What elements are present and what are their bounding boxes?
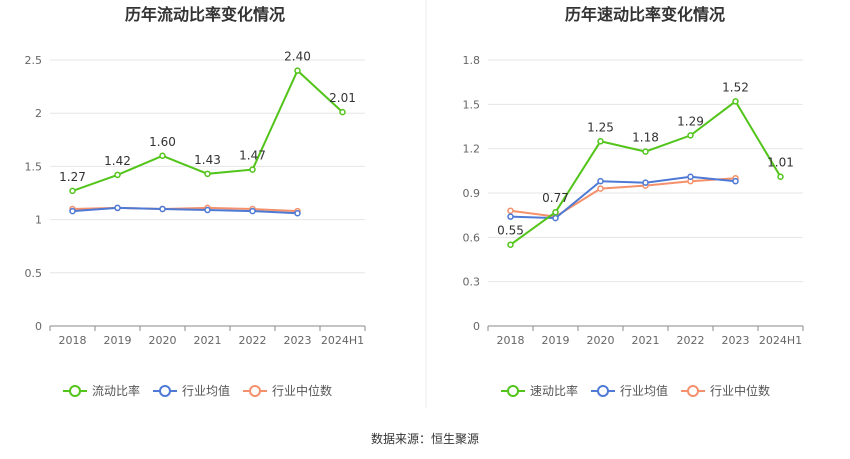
data-label: 0.77 xyxy=(542,191,569,205)
x-tick-label: 2024H1 xyxy=(321,334,364,347)
series-line-2 xyxy=(72,206,298,215)
legend-label: 速动比率 xyxy=(530,383,578,398)
data-label: 1.01 xyxy=(767,156,794,170)
data-label: 2.40 xyxy=(284,50,311,64)
data-label: 1.25 xyxy=(587,120,614,134)
y-tick-label: 0 xyxy=(35,320,42,333)
y-tick-label: 0.9 xyxy=(463,187,481,200)
x-tick-label: 2019 xyxy=(104,334,132,347)
legend-marker xyxy=(249,385,261,397)
legend-marker xyxy=(597,385,609,397)
x-tick-label: 2023 xyxy=(722,334,750,347)
data-label: 1.18 xyxy=(632,131,659,145)
series-point-1 xyxy=(732,98,739,105)
chart-1: 历年流动比率变化情况 0 0.5 1 1.5 2 2.5 2018 2019 2020 2021 20… xyxy=(25,5,366,398)
series-point-1 xyxy=(552,208,559,216)
series-point-1 xyxy=(159,152,166,160)
series-point-1 xyxy=(114,171,121,179)
y-tick-label: 1.5 xyxy=(463,98,481,111)
x-tick-label: 2021 xyxy=(632,334,660,347)
x-tick-label: 2020 xyxy=(587,334,615,347)
series-point-2 xyxy=(249,207,256,215)
x-tick-label: 2023 xyxy=(284,334,312,347)
data-label: 1.43 xyxy=(194,153,221,167)
legend-marker xyxy=(507,385,519,397)
series-point-1 xyxy=(687,132,694,139)
series-point-3 xyxy=(507,207,514,214)
x-tick-label: 2024H1 xyxy=(759,334,802,347)
chart-2: 历年速动比率变化情况 0 0.3 0.6 0.9 1.2 1.5 1.8 2018 2019 202… xyxy=(463,5,804,398)
legend-item-2: 行业均值 xyxy=(153,383,230,398)
series-point-2 xyxy=(114,204,121,212)
series-point-1 xyxy=(249,166,256,173)
legend-item-3: 行业中位数 xyxy=(681,383,770,398)
data-label: 0.55 xyxy=(497,224,524,238)
series-point-2 xyxy=(294,209,301,217)
series-point-1 xyxy=(642,148,649,155)
y-tick-label: 1.5 xyxy=(25,160,43,173)
series-point-1 xyxy=(204,170,211,178)
legend-label: 行业中位数 xyxy=(710,383,770,398)
x-tick-label: 2022 xyxy=(239,334,267,347)
series-point-1 xyxy=(294,67,301,74)
y-tick-label: 2.5 xyxy=(25,54,43,67)
series-point-2 xyxy=(732,177,739,185)
series-point-1 xyxy=(777,173,784,180)
x-tick-label: 2018 xyxy=(59,334,87,347)
legend-item-1: 速动比率 xyxy=(501,383,578,398)
data-source-note: 数据来源：恒生聚源 xyxy=(370,432,479,446)
data-label: 1.42 xyxy=(104,154,131,168)
series-point-2 xyxy=(69,207,76,215)
legend-label: 行业均值 xyxy=(182,383,230,398)
legend-item-1: 流动比率 xyxy=(63,383,140,398)
y-tick-label: 1.8 xyxy=(463,54,481,67)
legend-marker xyxy=(69,385,81,397)
series-line-3 xyxy=(510,177,736,218)
legend-label: 流动比率 xyxy=(92,383,140,398)
series-point-1 xyxy=(507,241,514,248)
series-point-2 xyxy=(687,173,694,180)
data-label: 1.52 xyxy=(722,80,749,94)
data-label: 1.60 xyxy=(149,135,176,149)
y-tick-label: 1 xyxy=(35,214,42,227)
series-point-2 xyxy=(597,177,604,185)
y-tick-label: 2 xyxy=(35,107,42,120)
chart-title: 历年流动比率变化情况 xyxy=(125,5,285,24)
series-point-3 xyxy=(597,185,604,192)
legend-item-2: 行业均值 xyxy=(591,383,668,398)
data-label: 2.01 xyxy=(329,91,356,105)
chart-title: 历年速动比率变化情况 xyxy=(565,5,725,24)
series-point-2 xyxy=(159,205,166,213)
x-tick-label: 2020 xyxy=(149,334,177,347)
series-line-1 xyxy=(509,99,782,246)
y-tick-label: 0.6 xyxy=(463,231,481,244)
series-point-2 xyxy=(642,179,649,186)
series-point-2 xyxy=(204,206,211,214)
y-tick-label: 0.3 xyxy=(463,276,481,289)
series-point-2 xyxy=(552,214,559,222)
x-tick-label: 2018 xyxy=(497,334,525,347)
series-point-2 xyxy=(507,213,514,220)
x-tick-label: 2021 xyxy=(194,334,222,347)
data-label: 1.29 xyxy=(677,114,704,128)
legend-label: 行业中位数 xyxy=(272,383,332,398)
x-tick-label: 2019 xyxy=(542,334,570,347)
y-tick-label: 0.5 xyxy=(25,267,43,280)
legend-label: 行业均值 xyxy=(620,383,668,398)
data-label: 1.47 xyxy=(239,149,266,163)
x-tick-label: 2022 xyxy=(677,334,705,347)
data-label: 1.27 xyxy=(59,170,86,184)
series-point-1 xyxy=(597,138,604,145)
y-tick-label: 1.2 xyxy=(463,143,481,156)
legend-marker xyxy=(159,385,171,397)
legend-marker xyxy=(687,385,699,397)
legend-item-3: 行业中位数 xyxy=(243,383,332,398)
y-tick-label: 0 xyxy=(473,320,480,333)
series-point-1 xyxy=(69,187,76,195)
series-point-1 xyxy=(339,108,346,116)
